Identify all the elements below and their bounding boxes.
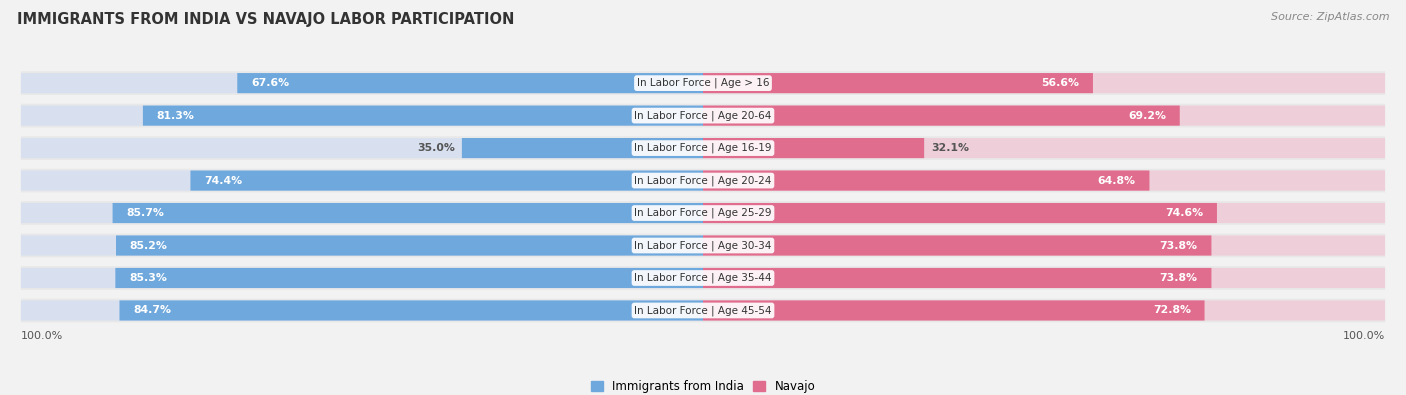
Text: 69.2%: 69.2% (1128, 111, 1166, 120)
FancyBboxPatch shape (703, 171, 1385, 191)
Text: In Labor Force | Age > 16: In Labor Force | Age > 16 (637, 78, 769, 88)
FancyBboxPatch shape (190, 171, 703, 191)
Text: In Labor Force | Age 35-44: In Labor Force | Age 35-44 (634, 273, 772, 283)
FancyBboxPatch shape (21, 138, 703, 158)
FancyBboxPatch shape (21, 169, 1385, 192)
FancyBboxPatch shape (21, 203, 703, 223)
Text: 74.4%: 74.4% (204, 175, 242, 186)
Text: In Labor Force | Age 30-34: In Labor Force | Age 30-34 (634, 240, 772, 251)
FancyBboxPatch shape (120, 301, 703, 320)
FancyBboxPatch shape (21, 105, 703, 126)
FancyBboxPatch shape (21, 234, 1385, 258)
FancyBboxPatch shape (703, 235, 1212, 256)
FancyBboxPatch shape (112, 203, 703, 223)
FancyBboxPatch shape (703, 105, 1180, 126)
FancyBboxPatch shape (115, 268, 703, 288)
FancyBboxPatch shape (703, 268, 1212, 288)
FancyBboxPatch shape (703, 235, 1385, 256)
Text: In Labor Force | Age 20-24: In Labor Force | Age 20-24 (634, 175, 772, 186)
FancyBboxPatch shape (117, 235, 703, 256)
FancyBboxPatch shape (463, 138, 703, 158)
FancyBboxPatch shape (21, 136, 1385, 160)
FancyBboxPatch shape (703, 203, 1218, 223)
FancyBboxPatch shape (703, 105, 1385, 126)
Text: 35.0%: 35.0% (418, 143, 456, 153)
Text: IMMIGRANTS FROM INDIA VS NAVAJO LABOR PARTICIPATION: IMMIGRANTS FROM INDIA VS NAVAJO LABOR PA… (17, 12, 515, 27)
Text: 100.0%: 100.0% (21, 331, 63, 341)
Legend: Immigrants from India, Navajo: Immigrants from India, Navajo (586, 376, 820, 395)
Text: In Labor Force | Age 45-54: In Labor Force | Age 45-54 (634, 305, 772, 316)
FancyBboxPatch shape (703, 268, 1385, 288)
Text: In Labor Force | Age 25-29: In Labor Force | Age 25-29 (634, 208, 772, 218)
FancyBboxPatch shape (238, 73, 703, 93)
FancyBboxPatch shape (143, 105, 703, 126)
Text: 85.7%: 85.7% (127, 208, 165, 218)
Text: 100.0%: 100.0% (1343, 331, 1385, 341)
FancyBboxPatch shape (703, 138, 924, 158)
Text: 74.6%: 74.6% (1166, 208, 1204, 218)
Text: 81.3%: 81.3% (156, 111, 194, 120)
FancyBboxPatch shape (703, 203, 1385, 223)
Text: 73.8%: 73.8% (1160, 273, 1198, 283)
FancyBboxPatch shape (21, 71, 1385, 95)
Text: 32.1%: 32.1% (931, 143, 969, 153)
FancyBboxPatch shape (21, 73, 703, 93)
Text: 85.2%: 85.2% (129, 241, 167, 250)
Text: 72.8%: 72.8% (1153, 305, 1191, 316)
FancyBboxPatch shape (703, 73, 1092, 93)
FancyBboxPatch shape (703, 138, 1385, 158)
FancyBboxPatch shape (703, 73, 1385, 93)
FancyBboxPatch shape (21, 266, 1385, 290)
FancyBboxPatch shape (21, 299, 1385, 322)
Text: 84.7%: 84.7% (134, 305, 172, 316)
FancyBboxPatch shape (21, 268, 703, 288)
Text: 67.6%: 67.6% (252, 78, 290, 88)
FancyBboxPatch shape (21, 235, 703, 256)
FancyBboxPatch shape (21, 171, 703, 191)
Text: 64.8%: 64.8% (1098, 175, 1136, 186)
Text: Source: ZipAtlas.com: Source: ZipAtlas.com (1271, 12, 1389, 22)
Text: 56.6%: 56.6% (1042, 78, 1080, 88)
FancyBboxPatch shape (703, 171, 1150, 191)
FancyBboxPatch shape (21, 201, 1385, 225)
Text: In Labor Force | Age 16-19: In Labor Force | Age 16-19 (634, 143, 772, 153)
FancyBboxPatch shape (21, 301, 703, 320)
Text: 85.3%: 85.3% (129, 273, 167, 283)
Text: In Labor Force | Age 20-64: In Labor Force | Age 20-64 (634, 110, 772, 121)
FancyBboxPatch shape (21, 104, 1385, 128)
FancyBboxPatch shape (703, 301, 1205, 320)
FancyBboxPatch shape (703, 301, 1385, 320)
Text: 73.8%: 73.8% (1160, 241, 1198, 250)
